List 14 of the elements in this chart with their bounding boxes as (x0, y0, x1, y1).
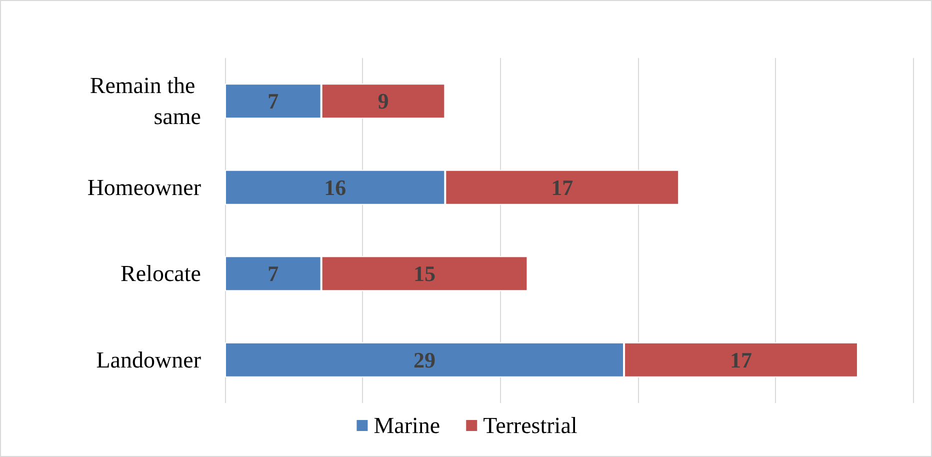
legend-label: Terrestrial (483, 413, 578, 438)
data-label: 16 (324, 174, 346, 200)
data-label: 29 (414, 347, 436, 372)
y-tick-label: Relocate (120, 261, 201, 286)
data-label: 7 (268, 261, 279, 286)
data-label: 15 (414, 261, 436, 286)
legend-label: Marine (374, 413, 440, 438)
y-tick-label: Homeowner (87, 174, 202, 200)
y-tick-label: Remain the same (90, 73, 201, 130)
data-label: 17 (730, 347, 752, 372)
y-tick-label: Landowner (96, 347, 202, 372)
data-label: 7 (268, 88, 279, 114)
data-label: 9 (378, 88, 389, 114)
data-label: 17 (551, 174, 574, 200)
